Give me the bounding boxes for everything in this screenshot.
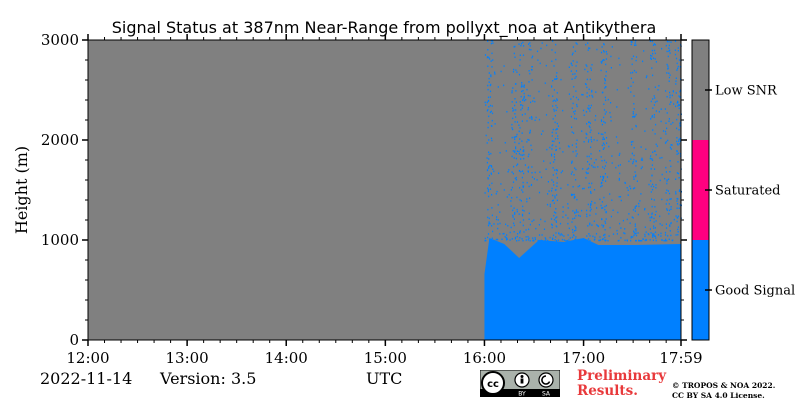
svg-text:BY: BY bbox=[518, 391, 526, 398]
version-label: Version: 3.5 bbox=[160, 369, 257, 388]
good-signal-speckle bbox=[484, 40, 682, 242]
plot-area bbox=[87, 39, 682, 341]
y-axis: 0 1000 2000 3000 bbox=[41, 31, 687, 349]
x-axis: 12:00 13:00 14:00 15:00 16:00 17:00 17:59 bbox=[66, 34, 703, 367]
y-tick-label: 0 bbox=[69, 331, 79, 349]
copyright-line-2: CC BY SA 4.0 License. bbox=[672, 391, 765, 400]
colorbar-label: Good Signal bbox=[715, 284, 795, 299]
x-tick-label: 15:00 bbox=[364, 349, 407, 367]
copyright-line-1: © TROPOS & NOA 2022. bbox=[672, 381, 776, 390]
x-tick-label: 17:59 bbox=[659, 349, 702, 367]
svg-text:cc: cc bbox=[487, 379, 499, 390]
colorbar-label: Low SNR bbox=[715, 84, 778, 99]
x-tick-label: 16:00 bbox=[463, 349, 506, 367]
svg-text:SA: SA bbox=[542, 391, 551, 398]
y-axis-label: Height (m) bbox=[12, 146, 31, 234]
colorbar-segment bbox=[692, 140, 709, 240]
preliminary-results-note: Preliminary Results. bbox=[577, 369, 666, 399]
colorbar-segment bbox=[692, 40, 709, 140]
colorbar-segment bbox=[692, 240, 709, 340]
x-tick-label: 12:00 bbox=[66, 349, 109, 367]
good-signal-region bbox=[484, 238, 681, 340]
date-label: 2022-11-14 bbox=[40, 369, 133, 388]
cc-by-sa-license-icon: cc BY SA bbox=[480, 370, 560, 397]
x-tick-label: 13:00 bbox=[165, 349, 208, 367]
preliminary-line-1: Preliminary bbox=[577, 368, 667, 384]
colorbar-label: Saturated bbox=[715, 184, 780, 199]
preliminary-line-2: Results. bbox=[577, 383, 638, 399]
y-tick-label: 2000 bbox=[41, 131, 79, 149]
plot-frame bbox=[87, 39, 682, 341]
colorbar: Good Signal Saturated Low SNR bbox=[691, 39, 795, 341]
y-tick-label: 3000 bbox=[41, 31, 79, 49]
y-tick-label: 1000 bbox=[41, 231, 79, 249]
x-axis-label: UTC bbox=[366, 369, 403, 388]
x-tick-label: 14:00 bbox=[265, 349, 308, 367]
chart-title: Signal Status at 387nm Near-Range from p… bbox=[112, 18, 657, 38]
copyright-note: © TROPOS & NOA 2022. CC BY SA 4.0 Licens… bbox=[672, 381, 775, 401]
x-tick-label: 17:00 bbox=[562, 349, 605, 367]
